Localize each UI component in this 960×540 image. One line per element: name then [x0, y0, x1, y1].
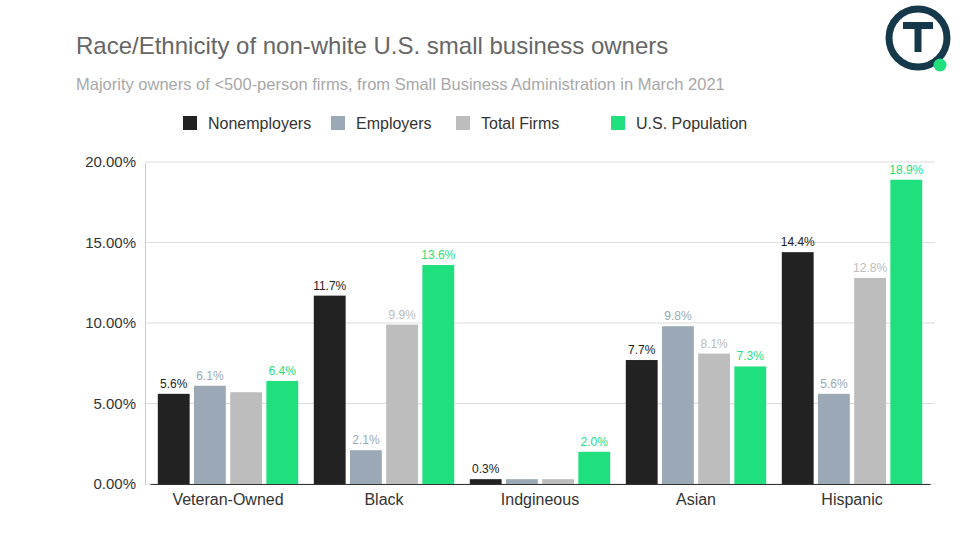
legend-label: U.S. Population — [636, 115, 747, 132]
data-label: 6.4% — [269, 364, 297, 378]
data-label: 0.3% — [472, 462, 500, 476]
y-tick: 20.00% — [85, 153, 136, 170]
legend-swatch — [611, 116, 625, 130]
y-tick: 15.00% — [85, 234, 136, 251]
data-label: 5.6% — [820, 377, 848, 391]
bar — [542, 479, 574, 484]
data-label: 7.3% — [737, 349, 765, 363]
grid-line — [145, 162, 935, 163]
y-tick-label: 5.00% — [93, 395, 136, 412]
bar — [386, 325, 418, 484]
grid — [145, 162, 935, 484]
bar — [662, 326, 694, 484]
grid-line — [145, 323, 935, 324]
logo — [889, 9, 947, 72]
legend: Nonemployers Employers Total Firms U.S. Pop… — [183, 115, 747, 132]
data-label: 6.1% — [196, 369, 224, 383]
bar — [230, 392, 262, 484]
legend-swatch — [331, 116, 345, 130]
data-label: 14.4% — [781, 235, 815, 249]
y-tick: 10.00% — [85, 314, 136, 331]
y-tick-label: 0.00% — [93, 475, 136, 492]
data-labels: 5.6% 11.7% 0.3% 7.7% 14.4% 6.1% 2.1% 9.8% 5.6% 9.… — [160, 163, 924, 476]
y-tick-label: 10.00% — [85, 314, 136, 331]
x-tick-label: Black — [364, 491, 404, 508]
legend-label: Total Firms — [481, 115, 559, 132]
data-label: 8.1% — [700, 337, 728, 351]
logo-ring — [889, 9, 947, 67]
grid-line — [145, 403, 935, 404]
legend-item: Employers — [331, 115, 432, 132]
legend-swatch — [183, 116, 197, 130]
bar — [422, 265, 454, 484]
data-label: 13.6% — [421, 248, 455, 262]
bar — [818, 394, 850, 484]
legend-swatch — [456, 116, 470, 130]
bar — [734, 366, 766, 484]
data-label: 2.1% — [352, 433, 380, 447]
y-tick-label: 20.00% — [85, 153, 136, 170]
legend-item: U.S. Population — [611, 115, 747, 132]
y-axis: 0.00% 5.00% 10.00% 15.00% 20.00% — [85, 153, 145, 492]
bar — [698, 354, 730, 484]
x-tick: Veteran-Owned — [172, 491, 283, 508]
grid-line — [145, 484, 935, 485]
y-axis-line — [145, 163, 146, 485]
grid-line — [145, 242, 935, 243]
data-label: 5.6% — [160, 377, 188, 391]
chart: Race/Ethnicity of non-white U.S. small b… — [0, 0, 960, 540]
x-tick-label: Hispanic — [821, 491, 882, 508]
bar — [470, 479, 502, 484]
bars — [158, 180, 922, 484]
x-tick-label: Indgineous — [501, 491, 579, 508]
x-axis-line — [151, 484, 931, 485]
x-tick: Indgineous — [501, 491, 579, 508]
x-tick-label: Veteran-Owned — [172, 491, 283, 508]
subtitle: Majority owners of <500-person firms, fr… — [76, 75, 725, 93]
data-label: 11.7% — [313, 279, 346, 293]
logo-stem — [915, 22, 922, 52]
legend-item: Nonemployers — [183, 115, 311, 132]
logo-dot — [934, 59, 947, 72]
legend-label: Nonemployers — [208, 115, 311, 132]
bar — [314, 296, 346, 484]
y-tick: 0.00% — [93, 475, 136, 492]
bar — [506, 479, 538, 484]
x-axis: Veteran-Owned Black Indgineous Asian Hispani… — [151, 485, 931, 509]
bar — [194, 386, 226, 484]
data-label: 7.7% — [628, 343, 656, 357]
data-label: 12.8% — [853, 261, 887, 275]
x-tick: Black — [364, 491, 404, 508]
bar — [266, 381, 298, 484]
legend-label: Employers — [356, 115, 432, 132]
x-tick: Asian — [676, 491, 716, 508]
bar — [626, 360, 658, 484]
data-label: 2.0% — [581, 435, 609, 449]
bar — [578, 452, 610, 484]
data-label: 9.9% — [388, 308, 416, 322]
y-tick: 5.00% — [93, 395, 136, 412]
bar — [350, 450, 382, 484]
title: Race/Ethnicity of non-white U.S. small b… — [76, 32, 668, 59]
bar — [890, 180, 922, 484]
data-label: 9.8% — [664, 309, 692, 323]
y-tick-label: 15.00% — [85, 234, 136, 251]
bar — [782, 252, 814, 484]
data-label: 18.9% — [889, 163, 923, 177]
x-tick: Hispanic — [821, 491, 882, 508]
bar — [158, 394, 190, 484]
legend-item: Total Firms — [456, 115, 559, 132]
bar — [854, 278, 886, 484]
x-tick-label: Asian — [676, 491, 716, 508]
